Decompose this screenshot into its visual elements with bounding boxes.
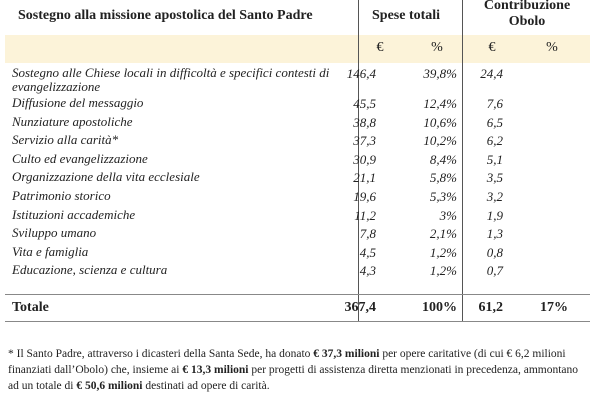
- divider: [358, 0, 359, 322]
- divider: [462, 0, 463, 322]
- footnote-text: per opere caritative (di cui € 6,2 milio…: [8, 348, 566, 376]
- total-cell: 100%: [422, 300, 457, 315]
- row-label: Istituzioni accademiche: [12, 206, 136, 222]
- cell: 30,9: [353, 151, 376, 167]
- cell: 6,5: [486, 114, 503, 130]
- contrib-header: Contribuzione Obolo: [483, 0, 571, 29]
- footnote: * Il Santo Padre, attraverso i dicasteri…: [8, 346, 580, 394]
- cell: 11,2: [354, 207, 376, 223]
- cell: 10,2%: [423, 133, 457, 149]
- row-label: Patrimonio storico: [12, 188, 111, 203]
- cell: 4,3: [359, 263, 376, 279]
- footnote-amount: € 50,6 milioni: [76, 380, 143, 392]
- footnote-amount: € 37,3 milioni: [313, 348, 380, 360]
- cell: 37,3: [353, 133, 376, 149]
- total-cell: 17%: [540, 300, 568, 315]
- cell: 12,4%: [423, 96, 457, 111]
- subheader-band: [5, 35, 590, 63]
- footnote-text: per progetti di assistenza diretta menzi…: [8, 364, 579, 392]
- cell: 39,8%: [423, 66, 457, 81]
- cell: 2,1%: [429, 226, 457, 242]
- cell: 0,8: [486, 244, 503, 260]
- row-label: Servizio alla carità*: [12, 132, 119, 148]
- footnote-amount: € 13,3 milioni: [182, 364, 249, 376]
- cell: 4,5: [359, 244, 376, 260]
- total-cell: 61,2: [478, 300, 504, 315]
- row-label: Organizzazione della vita ecclesiale: [12, 169, 200, 185]
- cell: 45,5: [353, 96, 376, 111]
- unit: %: [546, 40, 558, 55]
- cell: 10,6%: [423, 114, 457, 130]
- table-title: Sostegno alla missione apostolica del Sa…: [18, 8, 313, 23]
- unit: €: [488, 40, 496, 55]
- cell: 5,3%: [429, 189, 457, 204]
- row-label: Sostegno alle Chiese locali in difficolt…: [12, 65, 330, 94]
- cell: 3%: [439, 207, 457, 223]
- cell: 1,2%: [429, 244, 457, 260]
- spese-header: Spese totali: [372, 8, 441, 23]
- cell: 6,2: [486, 133, 503, 149]
- cell: 1,2%: [429, 263, 457, 279]
- cell: 21,1: [353, 170, 376, 186]
- footnote-text: * Il Santo Padre, attraverso i dicasteri…: [8, 348, 314, 360]
- cell: 3,2: [486, 189, 503, 204]
- cell: 19,6: [353, 189, 376, 204]
- row-label: Nunziature apostoliche: [12, 113, 133, 129]
- cell: 7,8: [359, 226, 376, 242]
- row-label: Culto ed evangelizzazione: [12, 150, 148, 166]
- row-label: Educazione, scienza e cultura: [12, 262, 168, 278]
- cell: 5,1: [486, 151, 503, 167]
- cell: 1,9: [486, 207, 503, 223]
- cell: 38,8: [353, 114, 376, 130]
- cell: 3,5: [486, 170, 503, 186]
- cell: 0,7: [486, 263, 503, 279]
- row-label: Vita e famiglia: [12, 243, 89, 259]
- footnote-text: destinati ad opere di carità.: [142, 380, 270, 392]
- rule: [5, 321, 590, 322]
- total-cell: 367,4: [344, 300, 377, 315]
- row-label: Diffusione del messaggio: [12, 95, 144, 110]
- cell: 7,6: [486, 96, 503, 111]
- cell: 5,8%: [429, 170, 457, 186]
- cell: 24,4: [480, 66, 503, 81]
- total-label: Totale: [12, 300, 49, 315]
- unit: %: [431, 40, 443, 55]
- cell: 1,3: [486, 226, 503, 242]
- rule: [5, 294, 590, 295]
- cell: 8,4%: [429, 151, 457, 167]
- cell: 146,4: [346, 66, 376, 81]
- row-label: Sviluppo umano: [12, 225, 97, 241]
- unit: €: [376, 40, 384, 55]
